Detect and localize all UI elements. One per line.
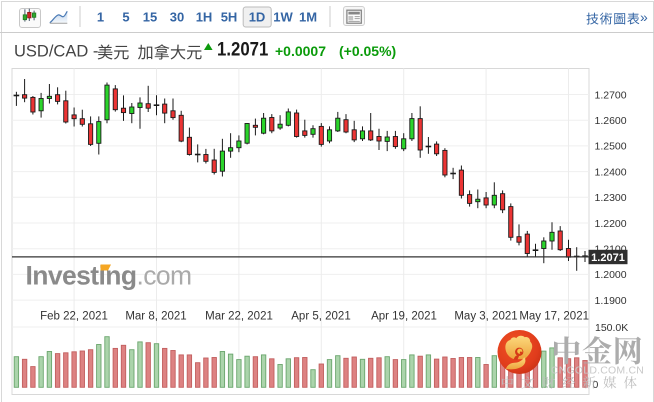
svg-text:150.0K: 150.0K xyxy=(595,322,628,334)
svg-text:0: 0 xyxy=(593,379,599,391)
svg-text:1.2000: 1.2000 xyxy=(595,269,627,281)
svg-text:1.2700: 1.2700 xyxy=(595,89,627,101)
svg-text:1.2500: 1.2500 xyxy=(595,141,627,153)
svg-text:Apr 19, 2021: Apr 19, 2021 xyxy=(371,311,437,323)
svg-text:May 3, 2021: May 3, 2021 xyxy=(454,311,517,323)
svg-text:Feb 22, 2021: Feb 22, 2021 xyxy=(40,311,108,323)
svg-text:Investing.com: Investing.com xyxy=(26,261,192,291)
svg-text:Mar 22, 2021: Mar 22, 2021 xyxy=(205,311,273,323)
svg-text:1.2600: 1.2600 xyxy=(595,115,627,127)
svg-text:May 17, 2021: May 17, 2021 xyxy=(519,311,589,323)
svg-text:Apr 5, 2021: Apr 5, 2021 xyxy=(291,311,350,323)
svg-text:1.2400: 1.2400 xyxy=(595,166,627,178)
svg-text:1.1900: 1.1900 xyxy=(595,295,627,307)
svg-text:1.2300: 1.2300 xyxy=(595,192,627,204)
svg-text:1.2071: 1.2071 xyxy=(591,252,625,264)
svg-text:CNGOLD.COM.CN: CNGOLD.COM.CN xyxy=(551,364,644,376)
svg-text:Mar 8, 2021: Mar 8, 2021 xyxy=(125,311,186,323)
svg-text:1.2200: 1.2200 xyxy=(595,218,627,230)
